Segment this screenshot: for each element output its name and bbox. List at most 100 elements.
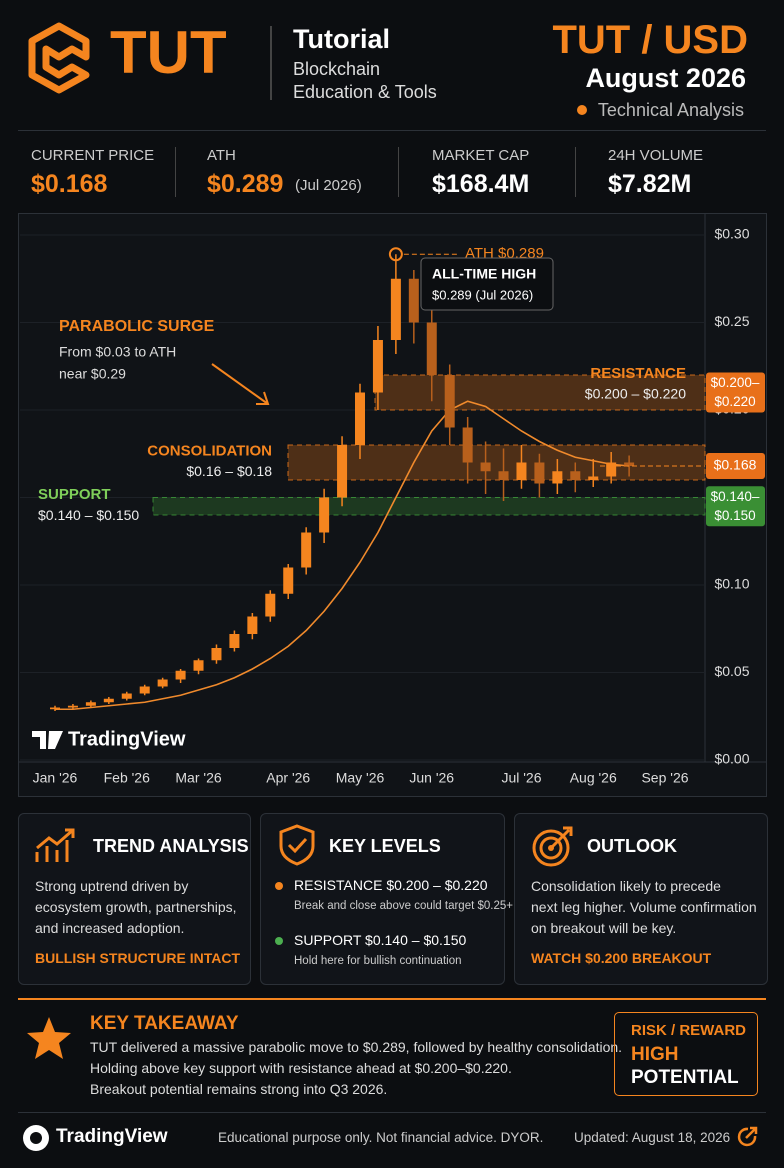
candle-body xyxy=(552,471,563,484)
takeaway-title: KEY TAKEAWAY xyxy=(90,1013,239,1034)
annotation-text: near $0.29 xyxy=(59,366,126,382)
x-tick-label: Jun '26 xyxy=(409,770,454,786)
tv-icon xyxy=(23,1125,49,1151)
footer-brand: TradingView xyxy=(56,1126,168,1147)
card-text: Consolidation likely to precede next leg … xyxy=(531,878,757,936)
candle-body xyxy=(606,462,617,477)
candle-body xyxy=(103,698,114,703)
candle-body xyxy=(534,462,545,484)
target-icon xyxy=(532,826,573,867)
badge: RISK / REWARD HIGH POTENTIAL xyxy=(614,1012,758,1096)
tagline: Blockchain xyxy=(293,59,381,79)
y-tick-label: $0.05 xyxy=(714,663,749,679)
stat-value: $0.289 xyxy=(207,170,284,198)
x-tick-label: May '26 xyxy=(336,770,385,786)
divider xyxy=(398,147,399,197)
stat-label: CURRENT PRICE xyxy=(31,147,155,164)
zone-name: SUPPORT xyxy=(38,486,111,503)
badge-label: RISK / REWARD xyxy=(631,1022,747,1039)
candle-body xyxy=(408,278,419,323)
bullet xyxy=(275,937,283,945)
x-tick-label: Jan '26 xyxy=(33,770,78,786)
tagline: Education & Tools xyxy=(293,82,437,102)
annotation-text: From $0.03 to ATH xyxy=(59,344,176,360)
badge-value: HIGH xyxy=(631,1044,679,1065)
link-icon xyxy=(737,1126,758,1147)
card-footer: BULLISH STRUCTURE INTACT xyxy=(35,950,241,966)
y-tick-label: $0.10 xyxy=(714,576,749,592)
stat-value: $168.4M xyxy=(432,170,530,198)
divider xyxy=(575,147,576,197)
card: OUTLOOK Consolidation likely to precede n… xyxy=(514,813,768,985)
disclaimer: Educational purpose only. Not financial … xyxy=(218,1130,544,1145)
updated: Updated: August 18, 2026 xyxy=(574,1130,731,1145)
level-note: Hold here for bullish continuation xyxy=(294,955,462,967)
annotation-title: PARABOLIC SURGE xyxy=(59,318,215,335)
candle-body xyxy=(85,702,96,706)
stat-label: 24H VOLUME xyxy=(608,147,704,164)
date: August 2026 xyxy=(585,63,746,93)
shield-icon xyxy=(279,824,315,866)
candle-body xyxy=(319,497,330,533)
card: TREND ANALYSIS Strong uptrend driven by e… xyxy=(18,813,251,985)
bullet xyxy=(275,882,283,890)
takeaway-text: TUT delivered a massive parabolic move t… xyxy=(90,1039,623,1097)
x-tick-label: Sep '26 xyxy=(641,770,688,786)
subtitle: Technical Analysis xyxy=(597,100,744,120)
candle-body xyxy=(67,705,78,708)
rule xyxy=(18,998,766,1000)
candle-body xyxy=(337,445,348,498)
candle-body xyxy=(193,660,204,671)
zone-label: $0.16 – $0.18 xyxy=(186,463,272,479)
zone-label: $0.140 – $0.150 xyxy=(38,507,139,523)
ma-line xyxy=(55,400,630,711)
candle-body xyxy=(247,616,258,634)
current-label: $0.168 xyxy=(714,457,757,473)
card-text: Strong uptrend driven by ecosystem growth… xyxy=(35,878,237,936)
y-tick-label: $0.25 xyxy=(714,313,749,329)
x-tick-label: Apr '26 xyxy=(266,770,310,786)
candle-body xyxy=(498,471,509,480)
x-tick-label: Jul '26 xyxy=(501,770,541,786)
candle-body xyxy=(588,476,599,480)
badge-value: POTENTIAL xyxy=(631,1067,739,1088)
zone-label: $0.200 – $0.220 xyxy=(585,386,686,402)
annotation-arrow xyxy=(211,363,270,405)
x-tick-label: Aug '26 xyxy=(570,770,617,786)
watermark: TradingView xyxy=(68,728,186,750)
card-footer: WATCH $0.200 BREAKOUT xyxy=(531,950,712,966)
pair: TUT / USD xyxy=(552,18,748,62)
card-title: TREND ANALYSIS xyxy=(93,836,249,856)
candle-body xyxy=(444,375,455,428)
ath-box-title: ALL-TIME HIGH xyxy=(432,266,536,282)
card: KEY LEVELS RESISTANCE $0.200 – $0.220 Br… xyxy=(260,813,513,985)
watermark-icon xyxy=(32,731,63,749)
divider xyxy=(175,147,176,197)
ath-marker xyxy=(388,247,403,262)
stat-label: MARKET CAP xyxy=(432,147,530,164)
divider xyxy=(270,26,272,100)
candle-body xyxy=(211,648,222,661)
candle-body xyxy=(426,322,437,375)
candle-body xyxy=(157,679,168,687)
card-title: OUTLOOK xyxy=(587,836,677,856)
price-tag xyxy=(706,453,765,479)
price-tag-label: $0.140– xyxy=(711,489,760,504)
zone-name: CONSOLIDATION xyxy=(147,442,272,459)
level-label: SUPPORT $0.140 – $0.150 xyxy=(294,932,467,948)
candle-body xyxy=(355,392,365,445)
candle-body xyxy=(175,670,186,680)
zone xyxy=(287,444,706,481)
rule xyxy=(18,130,766,131)
x-tick-label: Feb '26 xyxy=(104,770,150,786)
zone-name: RESISTANCE xyxy=(590,365,686,382)
logo-icon xyxy=(28,22,90,94)
candle-body xyxy=(229,634,240,648)
star-icon xyxy=(27,1017,71,1059)
candle-body xyxy=(121,693,132,699)
stat-value: $7.82M xyxy=(608,170,692,198)
candle-body xyxy=(570,471,581,480)
level-note: Break and close above could target $0.25… xyxy=(294,900,513,912)
